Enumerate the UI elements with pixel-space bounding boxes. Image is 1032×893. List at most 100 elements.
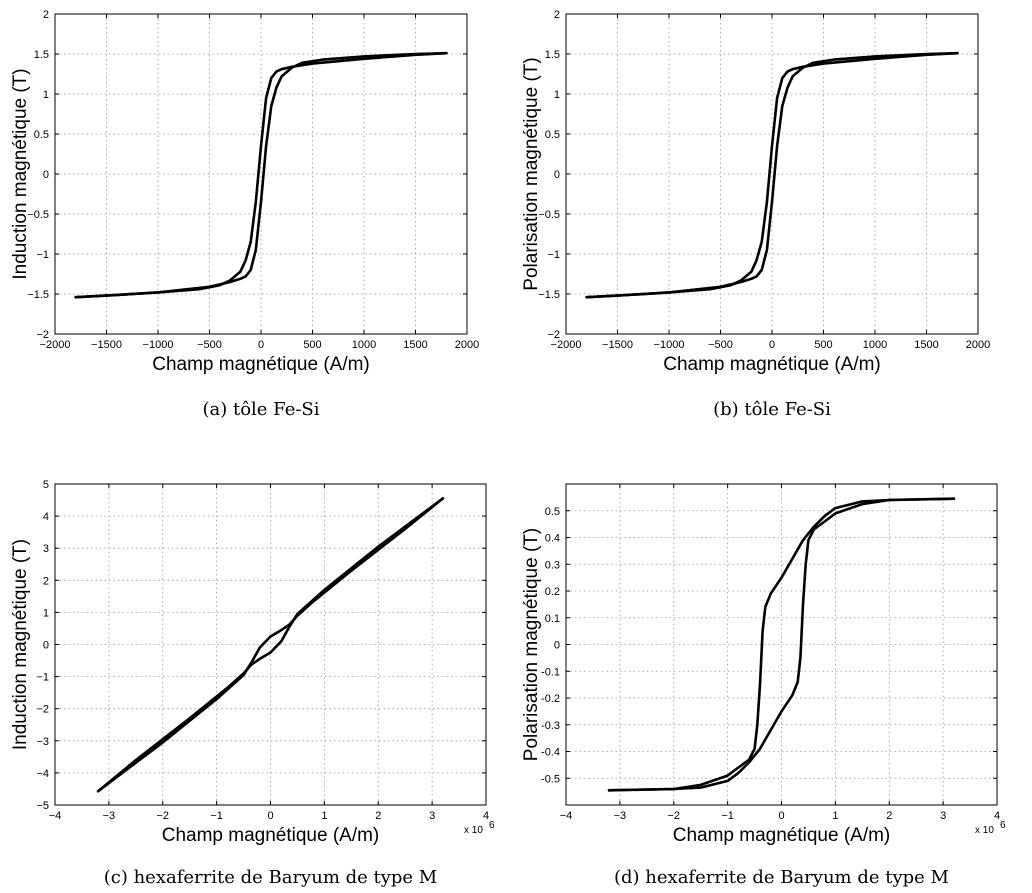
x-tick-label: −2 [667,810,680,822]
figure-caption: (d) hexaferrite de Baryum de type M [614,867,949,888]
x-tick-label: 1 [321,810,327,822]
chart-b: −2000 −1500 −1000 −500 0 500 1000 1500 2000 −2 −1.… [521,9,990,420]
x-tick-label: −1500 [91,339,122,351]
x-tick-label: 3 [429,810,435,822]
x-tick-label: −4 [560,810,573,822]
y-tick-label: -0.2 [541,693,560,705]
hysteresis-branch-descending [585,51,959,299]
y-tick-label: −0.5 [27,209,49,221]
x-tick-label: −1 [210,810,223,822]
x-tick-label: 2 [886,810,892,822]
y-tick-label: 0 [43,169,49,181]
y-tick-label: 2 [43,9,49,21]
hysteresis-branch-descending [96,497,445,793]
x-tick-label: 4 [483,810,489,822]
x-tick-label: 2000 [966,339,990,351]
x-tick-label: 0 [258,339,264,351]
x-tick-label: 1500 [403,339,427,351]
figure-caption: (a) tôle Fe-Si [202,399,319,420]
y-tick-label: 3 [43,543,49,555]
y-tick-label: −1.5 [27,289,49,301]
y-tick-label: 0 [554,169,560,181]
x-tick-label: 1000 [863,339,887,351]
y-tick-label: −2 [36,329,49,341]
y-tick-label: -0.1 [541,666,560,678]
x-tick-label: 500 [303,339,321,351]
y-axis-label: Induction magnétique (T) [10,68,31,279]
y-tick-label: −3 [36,736,49,748]
y-tick-label: -0.3 [541,720,560,732]
x-tick-label: 4 [994,810,1000,822]
y-tick-label: −5 [36,800,49,812]
x-tick-label: −2 [156,810,169,822]
x-tick-label: −2000 [40,339,71,351]
x-tick-label: 0 [267,810,273,822]
plot-frame [565,483,998,806]
y-tick-label: 1.5 [34,49,49,61]
y-tick-label: 0.2 [545,586,560,598]
y-axis-label: Induction magnétique (T) [10,539,31,750]
x-tick-label: 1500 [914,339,938,351]
x-tick-label: −1 [721,810,734,822]
y-tick-label: −1 [547,249,560,261]
figure-caption: (b) tôle Fe-Si [713,399,831,420]
x-tick-label: 1000 [352,339,376,351]
x-axis-exponent-power: 6 [1000,820,1006,831]
hysteresis-branch-descending [74,51,448,299]
x-tick-label: 0 [778,810,784,822]
chart-d: −4 −3 −2 −1 0 1 2 3 4 -0.5 -0.4 -0.3 -0.2 -0.1 0 0.1 0.2… [521,483,1006,888]
x-axis-label: Champ magnétique (A/m) [152,354,370,375]
y-tick-label: 0.5 [545,129,560,141]
x-tick-label: −500 [708,339,733,351]
y-tick-label: 1 [554,89,560,101]
y-tick-label: −1.5 [538,289,560,301]
y-tick-label: −4 [36,768,49,780]
y-tick-label: -0.5 [541,773,560,785]
y-tick-label: 0.5 [34,129,49,141]
x-tick-label: 2 [375,810,381,822]
y-tick-label: -0.4 [541,747,560,759]
figure-caption: (c) hexaferrite de Baryum de type M [104,867,438,888]
x-tick-label: 0 [769,339,775,351]
plot-frame [54,483,487,806]
x-axis-exponent: x 10 [464,825,483,836]
y-tick-label: 0 [554,640,560,652]
x-tick-label: −1500 [602,339,633,351]
x-tick-label: 2000 [455,339,479,351]
y-tick-label: 1.5 [545,49,560,61]
x-axis-exponent-power: 6 [489,820,495,831]
y-tick-label: 1 [43,607,49,619]
y-tick-label: 4 [43,511,49,523]
x-tick-label: −3 [614,810,627,822]
x-tick-label: −4 [49,810,62,822]
plot-frame [54,13,468,335]
x-axis-label: Champ magnétique (A/m) [162,825,380,846]
hysteresis-branch-descending [607,497,956,792]
y-tick-label: 2 [554,9,560,21]
x-tick-label: −500 [197,339,222,351]
y-tick-label: 0 [43,640,49,652]
chart-a: −2000 −1500 −1000 −500 0 500 1000 1500 2000 −2 −1.… [10,9,479,420]
x-axis-label: Champ magnétique (A/m) [663,354,881,375]
y-tick-label: 5 [43,479,49,491]
x-tick-label: −1000 [143,339,174,351]
hysteresis-branch-ascending [585,51,959,299]
plot-frame [565,13,979,335]
x-tick-label: 500 [814,339,832,351]
y-axis-label: Polarisation magnétique (T) [521,57,542,290]
x-axis-exponent: x 10 [975,825,994,836]
x-tick-label: −3 [103,810,116,822]
hysteresis-branch-ascending [96,497,445,793]
x-tick-label: 1 [832,810,838,822]
y-tick-label: −0.5 [538,209,560,221]
y-tick-label: 0.5 [545,506,560,518]
y-tick-label: 0.4 [545,533,560,545]
y-tick-label: 0.3 [545,559,560,571]
hysteresis-branch-ascending [74,51,448,299]
y-axis-label: Polarisation magnétique (T) [521,528,542,761]
x-tick-label: −1000 [654,339,685,351]
hysteresis-branch-ascending [607,497,956,792]
y-tick-label: −2 [547,329,560,341]
x-tick-label: −2000 [551,339,582,351]
